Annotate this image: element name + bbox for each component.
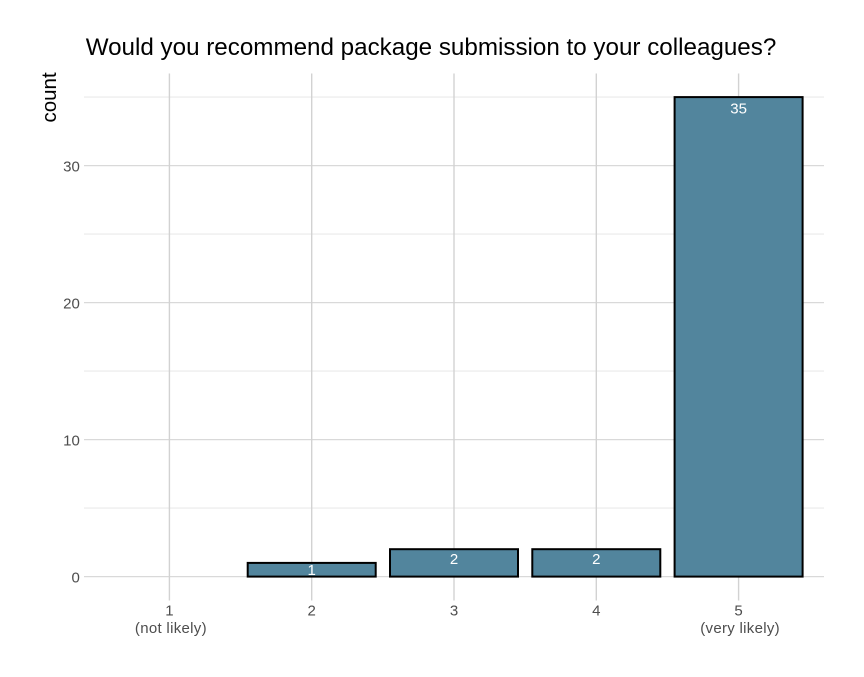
svg-text:Would you recommend package su: Would you recommend package submission t… <box>86 34 777 61</box>
svg-text:0: 0 <box>71 570 79 587</box>
svg-text:35: 35 <box>730 100 747 117</box>
svg-text:20: 20 <box>63 296 80 313</box>
svg-text:4: 4 <box>592 603 600 620</box>
svg-text:(very likely): (very likely) <box>700 620 780 637</box>
svg-text:2: 2 <box>592 551 600 568</box>
svg-text:2: 2 <box>450 551 458 568</box>
svg-text:2: 2 <box>308 603 316 620</box>
svg-text:1: 1 <box>165 603 173 620</box>
svg-text:30: 30 <box>63 159 80 176</box>
svg-text:(not likely): (not likely) <box>135 620 207 637</box>
svg-text:1: 1 <box>308 562 316 579</box>
svg-text:5: 5 <box>734 603 742 620</box>
svg-text:10: 10 <box>63 433 80 450</box>
svg-text:count: count <box>38 72 61 122</box>
svg-text:3: 3 <box>450 603 458 620</box>
